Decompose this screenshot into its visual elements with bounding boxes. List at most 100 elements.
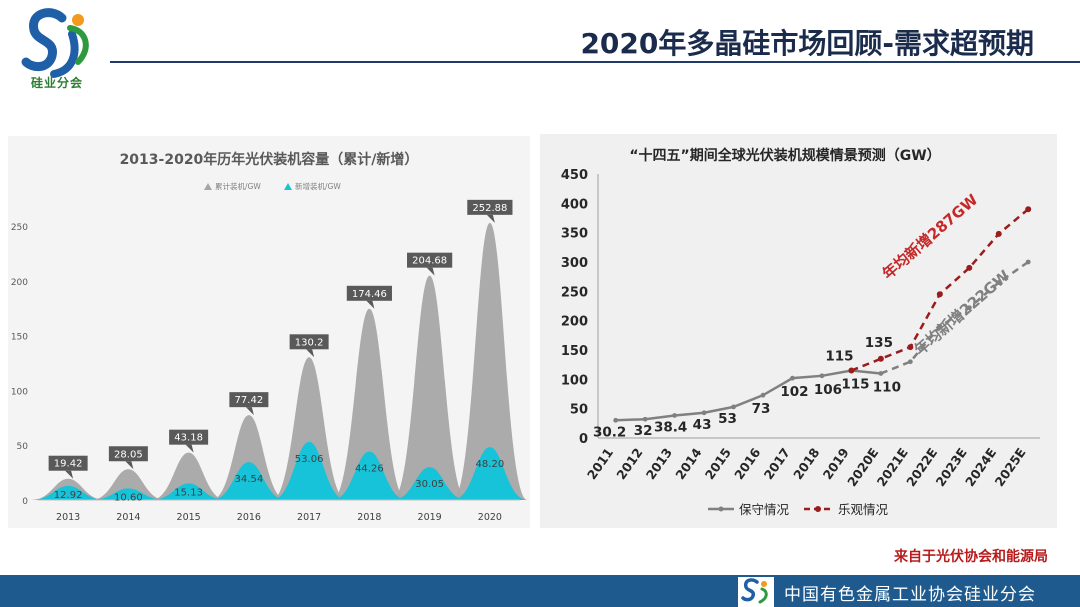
callout-box xyxy=(108,446,148,462)
cumulative-value-label: 77.42 xyxy=(235,395,264,406)
new-area xyxy=(452,447,528,500)
legend-label-1: 新增装机/GW xyxy=(295,181,341,191)
y-tick-label: 200 xyxy=(11,278,28,288)
y-tick-label: 100 xyxy=(11,387,28,397)
data-value-label: 32 xyxy=(634,423,653,439)
new-area xyxy=(271,441,347,500)
y-tick-label: 150 xyxy=(561,344,588,359)
legend-marker-0 xyxy=(204,183,212,190)
legend-marker-1 xyxy=(284,183,292,190)
cumulative-value-label: 204.68 xyxy=(412,256,447,267)
title-divider xyxy=(110,61,1080,63)
cumulative-area xyxy=(211,415,287,500)
conservative-point xyxy=(907,359,913,365)
chart2-title: “十四五”期间全球光伏装机规模情景预测（GW） xyxy=(629,147,940,164)
conservative-point xyxy=(613,417,619,423)
y-tick-label: 50 xyxy=(17,442,29,452)
x-tick-label: 2017 xyxy=(297,512,321,523)
conservative-point xyxy=(966,305,972,311)
x-tick-label: 2017 xyxy=(761,445,793,482)
data-value-label: 73 xyxy=(752,401,771,417)
conservative-point xyxy=(996,280,1002,285)
y-tick-label: 150 xyxy=(11,333,28,343)
x-tick-label: 2019 xyxy=(418,512,442,523)
cumulative-area xyxy=(392,275,467,500)
x-tick-label: 2018 xyxy=(790,445,822,482)
optimistic-point xyxy=(877,355,884,362)
footer-logo xyxy=(738,577,774,607)
conservative-point xyxy=(878,371,884,376)
new-area xyxy=(30,485,106,500)
y-tick-label: 350 xyxy=(561,227,588,242)
new-area xyxy=(91,488,166,500)
y-tick-label: 100 xyxy=(561,373,588,388)
conservative-point xyxy=(731,404,736,410)
new-area xyxy=(211,462,287,500)
y-tick-label: 300 xyxy=(561,256,588,271)
y-tick-label: 450 xyxy=(561,168,588,183)
new-value-label: 12.92 xyxy=(54,490,83,501)
y-tick-label: 250 xyxy=(561,285,588,300)
callout-pointer xyxy=(185,444,194,453)
callout-pointer xyxy=(486,214,495,223)
data-value-label: 115 xyxy=(841,377,869,393)
conservative-point xyxy=(819,373,825,379)
x-tick-label: 2018 xyxy=(357,512,381,523)
x-tick-label: 2011 xyxy=(584,445,616,482)
conservative-point xyxy=(760,392,766,398)
optimistic-point xyxy=(995,230,1002,237)
new-value-label: 48.20 xyxy=(476,459,505,470)
association-logo xyxy=(21,8,89,78)
legend-marker-conservative xyxy=(718,506,724,512)
data-value-label: 38.4 xyxy=(654,419,687,435)
new-value-label: 34.54 xyxy=(235,474,264,485)
x-tick-label: 2020 xyxy=(478,512,502,523)
legend-label-conservative: 保守情况 xyxy=(739,502,790,517)
cumulative-area xyxy=(151,452,226,500)
x-tick-label: 2014 xyxy=(672,445,704,482)
y-tick-label: 50 xyxy=(570,403,588,418)
new-area xyxy=(392,467,467,500)
cumulative-value-label: 174.46 xyxy=(352,289,387,300)
conservative-point xyxy=(1025,259,1031,265)
callout-box xyxy=(169,429,209,445)
cumulative-value-label: 19.42 xyxy=(54,459,83,470)
legend-label-0: 累计装机/GW xyxy=(215,181,261,191)
x-tick-label: 2013 xyxy=(643,445,675,482)
data-value-label: 110 xyxy=(873,379,901,395)
x-tick-label: 2016 xyxy=(237,512,261,523)
callout-box xyxy=(407,252,453,268)
cumulative-value-label: 43.18 xyxy=(174,433,203,444)
forecast-chart: “十四五”期间全球光伏装机规模情景预测（GW） 0 50 100 150 200 250 30… xyxy=(540,134,1057,528)
data-value-label: 43 xyxy=(693,417,712,433)
new-value-label: 15.13 xyxy=(174,487,203,498)
cumulative-area xyxy=(452,222,528,501)
conservative-point xyxy=(937,324,943,329)
conservative-point xyxy=(701,410,707,416)
x-tick-label: 2015 xyxy=(702,445,734,482)
callout-pointer xyxy=(426,267,435,276)
footer-text: 中国有色金属工业协会硅业分会 xyxy=(784,585,1036,605)
conservative-point xyxy=(672,413,678,418)
x-tick-label: 2015 xyxy=(177,512,201,523)
new-value-label: 44.26 xyxy=(355,463,384,474)
conservative-point xyxy=(790,375,795,381)
page-title: 2020年多晶硅市场回顾-需求超预期 xyxy=(580,27,1034,60)
callout-box xyxy=(229,392,269,408)
x-tick-label: 2025E xyxy=(992,445,1029,489)
data-value-label: 30.2 xyxy=(593,424,626,440)
conservative-line-forecast xyxy=(880,260,1029,375)
new-area xyxy=(151,483,226,500)
x-tick-label: 2013 xyxy=(56,512,80,523)
cumulative-value-label: 28.05 xyxy=(114,449,143,460)
source-note: 来自于光伏协会和能源局 xyxy=(894,549,1048,565)
conservative-annotation: 年均新增222GW xyxy=(911,266,1014,359)
optimistic-point xyxy=(936,291,943,298)
cumulative-area xyxy=(332,308,407,500)
optimistic-point xyxy=(1025,206,1032,213)
data-value-label: 53 xyxy=(718,411,737,427)
new-value-label: 53.06 xyxy=(295,454,324,465)
callout-box xyxy=(48,455,88,471)
optimistic-point xyxy=(907,344,914,351)
y-tick-label: 250 xyxy=(11,223,28,233)
